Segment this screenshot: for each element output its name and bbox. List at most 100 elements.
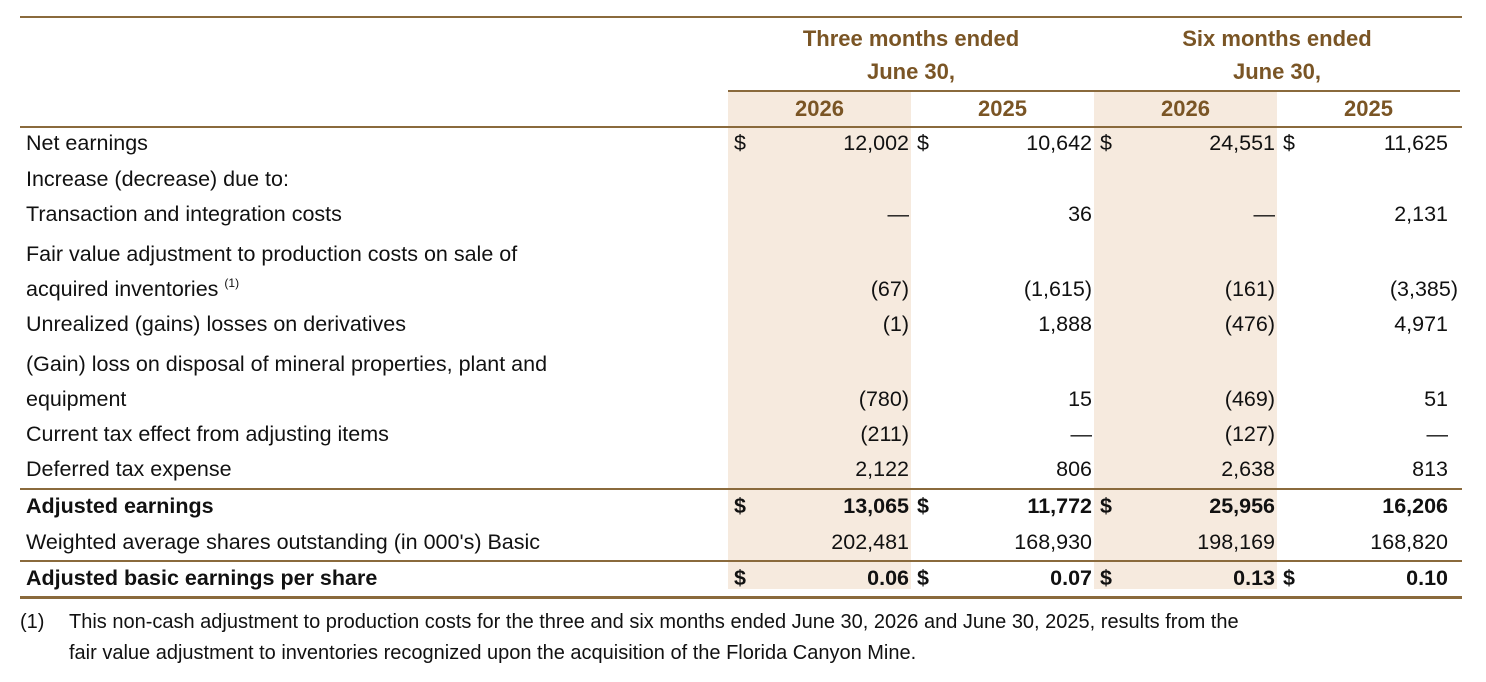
group-six-months-line1: Six months ended <box>1182 26 1372 51</box>
year-header: 2025 <box>978 96 1027 121</box>
cell-value: (1,615) <box>1023 277 1092 301</box>
table-row-increase-decrease: Increase (decrease) due to: <box>20 162 1466 197</box>
cell-value: 12,002 <box>843 131 909 155</box>
row-label: Adjusted earnings <box>26 494 214 518</box>
table-row-disposal: (Gain) loss on disposal of mineral prope… <box>20 347 1466 417</box>
cell-value: 15 <box>1068 387 1092 411</box>
cell-value: 2,122 <box>855 457 909 481</box>
cell-value: 198,169 <box>1197 530 1275 554</box>
top-rule <box>20 16 1462 18</box>
bottom-rule <box>20 596 1462 599</box>
currency-symbol: $ <box>917 494 929 518</box>
group1-rule <box>728 90 1094 92</box>
cell-value: 202,481 <box>831 530 909 554</box>
year-header: 2026 <box>795 96 844 121</box>
currency-symbol: $ <box>734 494 746 518</box>
footnote-ref: (1) <box>224 276 240 290</box>
cell-value: 2,638 <box>1221 457 1275 481</box>
cell-value: 11,772 <box>1027 494 1092 518</box>
table-row-adjusted-eps: Adjusted basic earnings per share $ 0.06… <box>20 561 1466 596</box>
cell-value: (67) <box>870 277 909 301</box>
table-row-unrealized-derivatives: Unrealized (gains) losses on derivatives… <box>20 307 1466 342</box>
currency-symbol: $ <box>917 131 929 155</box>
cell-value: 13,065 <box>843 494 909 518</box>
group-six-months: Six months ended June 30, <box>1094 22 1460 88</box>
currency-symbol: $ <box>1100 131 1112 155</box>
cell-value: 168,930 <box>1014 530 1092 554</box>
year-header: 2025 <box>1344 96 1393 121</box>
cell-value: — <box>1253 202 1276 226</box>
table-row-net-earnings: Net earnings $ 12,002 $ 10,642 $ 24,551 … <box>20 126 1466 161</box>
cell-value: 4,971 <box>1394 312 1448 336</box>
cell-value: 24,551 <box>1209 131 1275 155</box>
row-label-continued: acquired inventories (1) <box>26 272 239 307</box>
footnote-marker: (1) <box>20 611 45 633</box>
year-header: 2026 <box>1161 96 1210 121</box>
cell-value: 0.13 <box>1233 566 1275 590</box>
header-bottom-rule <box>20 126 1462 128</box>
cell-value: (476) <box>1224 312 1275 336</box>
currency-symbol: $ <box>1100 494 1112 518</box>
cell-value: — <box>1070 422 1093 446</box>
row-label: Adjusted basic earnings per share <box>26 566 378 590</box>
cell-value: 806 <box>1056 457 1092 481</box>
row-label: Unrealized (gains) losses on derivatives <box>26 312 407 336</box>
subtotal-rule <box>20 488 1462 490</box>
cell-value: (1) <box>882 312 909 336</box>
table-row-current-tax: Current tax effect from adjusting items … <box>20 417 1466 452</box>
group-three-months-line2: June 30, <box>866 59 956 84</box>
row-label: Transaction and integration costs <box>26 202 342 226</box>
cell-value: 2,131 <box>1394 202 1448 226</box>
table-row-weighted-shares: Weighted average shares outstanding (in … <box>20 525 1466 560</box>
row-label: Deferred tax expense <box>26 457 232 481</box>
currency-symbol: $ <box>734 566 746 590</box>
row-label: Fair value adjustment to production cost… <box>26 242 518 266</box>
cell-value: 0.07 <box>1050 566 1092 590</box>
eps-top-rule <box>20 560 1462 562</box>
table-row-deferred-tax: Deferred tax expense 2,122 806 2,638 813 <box>20 452 1466 487</box>
cell-value: (780) <box>858 387 909 411</box>
footnote-text: This non-cash adjustment to production c… <box>69 607 1459 669</box>
row-label: Weighted average shares outstanding (in … <box>26 530 541 554</box>
cell-value: 51 <box>1424 387 1448 411</box>
cell-value: 813 <box>1412 457 1448 481</box>
group-three-months-line1: Three months ended <box>802 26 1020 51</box>
group-six-months-line2: June 30, <box>1232 59 1322 84</box>
currency-symbol: $ <box>734 131 746 155</box>
cell-value: 25,956 <box>1209 494 1275 518</box>
cell-value: (127) <box>1224 422 1275 446</box>
row-label: Net earnings <box>26 131 148 155</box>
cell-value: 0.06 <box>867 566 909 590</box>
table-row-transaction-costs: Transaction and integration costs — 36 —… <box>20 197 1466 232</box>
cell-value: 16,206 <box>1382 494 1448 518</box>
row-label: (Gain) loss on disposal of mineral prope… <box>26 352 548 376</box>
cell-value: 1,888 <box>1038 312 1092 336</box>
cell-value: 168,820 <box>1370 530 1448 554</box>
cell-value: (161) <box>1224 277 1275 301</box>
table-row-adjusted-earnings: Adjusted earnings $ 13,065 $ 11,772 $ 25… <box>20 489 1466 524</box>
row-label-line2: equipment <box>26 387 127 411</box>
shade-q-2026 <box>728 92 911 589</box>
cell-value: — <box>1426 422 1449 446</box>
cell-value: 11,625 <box>1383 131 1448 155</box>
cell-value: (211) <box>860 422 909 446</box>
cell-value: 10,642 <box>1026 131 1092 155</box>
currency-symbol: $ <box>1100 566 1112 590</box>
cell-value: (469) <box>1224 387 1275 411</box>
footnote-line1: This non-cash adjustment to production c… <box>69 611 1239 633</box>
footnote-line2: fair value adjustment to inventories rec… <box>69 642 917 664</box>
currency-symbol: $ <box>1283 566 1295 590</box>
cell-value: 36 <box>1068 202 1092 226</box>
row-label: Current tax effect from adjusting items <box>26 422 389 446</box>
cell-value: (3,385) <box>1389 277 1458 301</box>
cell-value: — <box>887 202 910 226</box>
group2-rule <box>1094 90 1460 92</box>
currency-symbol: $ <box>1283 131 1295 155</box>
table-row-fair-value-adjustment: Fair value adjustment to production cost… <box>20 237 1466 307</box>
row-label: Increase (decrease) due to: <box>26 167 289 191</box>
group-three-months: Three months ended June 30, <box>728 22 1094 88</box>
financial-table: Three months ended June 30, Six months e… <box>20 0 1466 682</box>
currency-symbol: $ <box>917 566 929 590</box>
cell-value: 0.10 <box>1406 566 1448 590</box>
row-label-line2: acquired inventories <box>26 277 219 301</box>
